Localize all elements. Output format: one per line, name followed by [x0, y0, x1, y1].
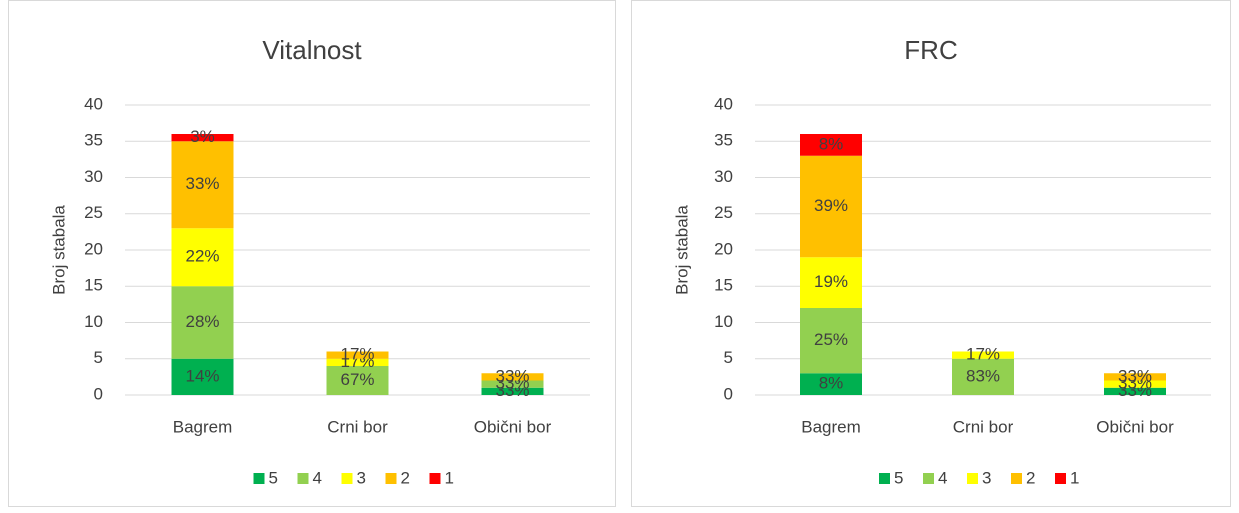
bar-segment — [481, 373, 544, 381]
y-tick-label: 25 — [84, 203, 103, 222]
bar-segment — [326, 351, 389, 359]
y-tick-label: 30 — [714, 167, 733, 186]
bar-segment — [800, 155, 862, 258]
data-label: 17% — [340, 345, 374, 364]
bar-segment — [481, 387, 544, 395]
data-label: 33% — [185, 174, 219, 193]
x-tick-label: Crni bor — [327, 417, 388, 436]
legend-label: 4 — [313, 468, 322, 487]
y-tick-label: 40 — [84, 94, 103, 113]
legend-label: 4 — [938, 468, 947, 487]
y-tick-label: 5 — [724, 348, 733, 367]
bar-segment — [481, 380, 544, 388]
legend-swatch — [341, 473, 353, 484]
data-label: 19% — [814, 272, 848, 291]
y-tick-label: 35 — [84, 131, 103, 150]
y-tick-label: 35 — [714, 131, 733, 150]
legend-label: 3 — [982, 468, 991, 487]
data-label: 39% — [814, 196, 848, 215]
bar-segment — [326, 366, 389, 395]
bar-segment — [171, 228, 234, 287]
y-tick-label: 20 — [84, 239, 103, 258]
data-label: 17% — [966, 345, 1000, 364]
bar-segment — [800, 134, 862, 156]
chart-border — [8, 0, 616, 507]
legend-swatch — [253, 473, 265, 484]
legend-swatch — [967, 473, 978, 484]
y-tick-label: 15 — [714, 276, 733, 295]
bar-segment — [952, 358, 1014, 395]
y-tick-label: 25 — [714, 203, 733, 222]
bar-segment — [171, 134, 234, 142]
data-label: 22% — [185, 247, 219, 266]
y-tick-label: 30 — [84, 167, 103, 186]
x-tick-label: Obični bor — [1096, 417, 1174, 436]
y-axis-label: Broj stabala — [49, 205, 68, 295]
legend-swatch — [923, 473, 934, 484]
x-tick-label: Crni bor — [953, 417, 1014, 436]
legend-swatch — [879, 473, 890, 484]
legend-label: 5 — [269, 468, 278, 487]
legend-swatch — [385, 473, 397, 484]
bar-segment — [171, 286, 234, 359]
bar-segment — [952, 351, 1014, 359]
x-tick-label: Bagrem — [173, 417, 233, 436]
y-tick-label: 10 — [84, 312, 103, 331]
bar-segment — [800, 257, 862, 308]
bar-segment — [171, 358, 234, 395]
legend-swatch — [1011, 473, 1022, 484]
data-label: 8% — [819, 134, 844, 153]
bar-segment — [326, 358, 389, 366]
data-label: 33% — [495, 366, 529, 385]
data-label: 3% — [190, 127, 215, 146]
legend-label: 3 — [357, 468, 366, 487]
bar-segment — [1104, 380, 1166, 388]
y-axis-label: Broj stabala — [672, 205, 691, 295]
legend-label: 2 — [401, 468, 410, 487]
chart-border — [631, 0, 1231, 507]
bar-segment — [171, 141, 234, 229]
data-label: 33% — [1118, 366, 1152, 385]
x-tick-label: Obični bor — [474, 417, 552, 436]
data-label: 83% — [966, 366, 1000, 385]
data-label: 8% — [819, 374, 844, 393]
bar-segment — [800, 373, 862, 395]
y-tick-label: 40 — [714, 94, 733, 113]
data-label: 28% — [185, 312, 219, 331]
bar-segment — [800, 308, 862, 374]
legend-swatch — [429, 473, 441, 484]
chart-title: Vitalnost — [262, 35, 362, 65]
legend-label: 5 — [894, 468, 903, 487]
y-tick-label: 0 — [94, 384, 103, 403]
legend-label: 1 — [445, 468, 454, 487]
data-label: 25% — [814, 330, 848, 349]
y-tick-label: 5 — [94, 348, 103, 367]
y-tick-label: 15 — [84, 276, 103, 295]
x-tick-label: Bagrem — [801, 417, 861, 436]
y-tick-label: 10 — [714, 312, 733, 331]
legend-swatch — [1055, 473, 1066, 484]
y-tick-label: 20 — [714, 239, 733, 258]
legend-label: 2 — [1026, 468, 1035, 487]
data-label: 14% — [185, 366, 219, 385]
chart-title: FRC — [904, 35, 957, 65]
legend-swatch — [297, 473, 309, 484]
data-label: 67% — [340, 370, 374, 389]
bar-segment — [1104, 387, 1166, 395]
y-tick-label: 0 — [724, 384, 733, 403]
legend-label: 1 — [1070, 468, 1079, 487]
bar-segment — [1104, 373, 1166, 381]
